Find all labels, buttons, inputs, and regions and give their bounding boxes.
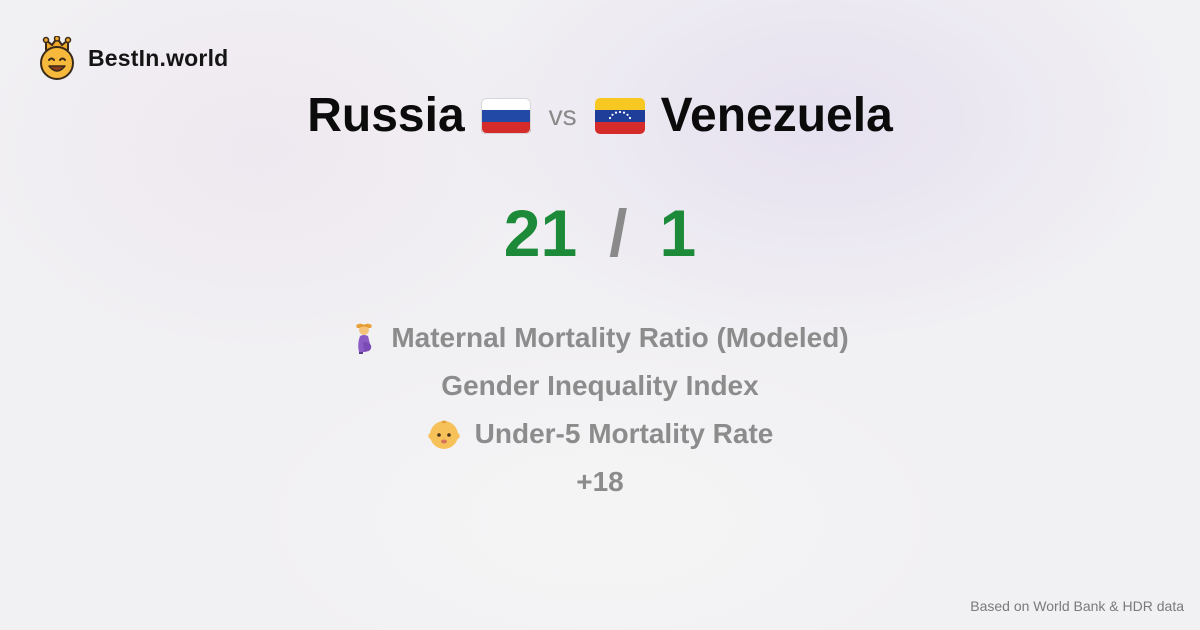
score: 21 / 1 (0, 195, 1200, 271)
pregnant-woman-icon (356, 323, 372, 354)
left-score: 21 (503, 196, 578, 270)
score-separator: / (609, 196, 628, 270)
brand[interactable]: BestIn.world (38, 36, 228, 80)
baby-icon (427, 420, 460, 449)
data-source-note: Based on World Bank & HDR data (970, 598, 1184, 614)
metric-label: Gender Inequality Index (441, 370, 759, 401)
brand-name: BestIn.world (88, 44, 229, 71)
right-score: 1 (659, 196, 697, 270)
metric-label: +18 (576, 466, 624, 497)
crowned-smiley-icon (40, 36, 74, 80)
left-country-name: Russia (307, 89, 465, 142)
venezuela-flag-icon (594, 97, 645, 134)
metric-label: Under-5 Mortality Rate (474, 418, 774, 449)
vs-label: vs (548, 99, 577, 131)
metric-label: Maternal Mortality Ratio (Modeled) (391, 322, 849, 353)
russia-flag-icon (480, 97, 531, 134)
more-metrics-count: +18 (576, 458, 624, 506)
metric-item: Gender Inequality Index (441, 362, 758, 410)
metrics-list: Maternal Mortality Ratio (Modeled) Gende… (0, 314, 1200, 506)
right-country-name: Venezuela (660, 89, 893, 142)
metric-item: Maternal Mortality Ratio (Modeled) (351, 314, 849, 362)
metric-item: Under-5 Mortality Rate (427, 410, 774, 458)
comparison-title: Russia vs Venezuela (0, 88, 1200, 143)
